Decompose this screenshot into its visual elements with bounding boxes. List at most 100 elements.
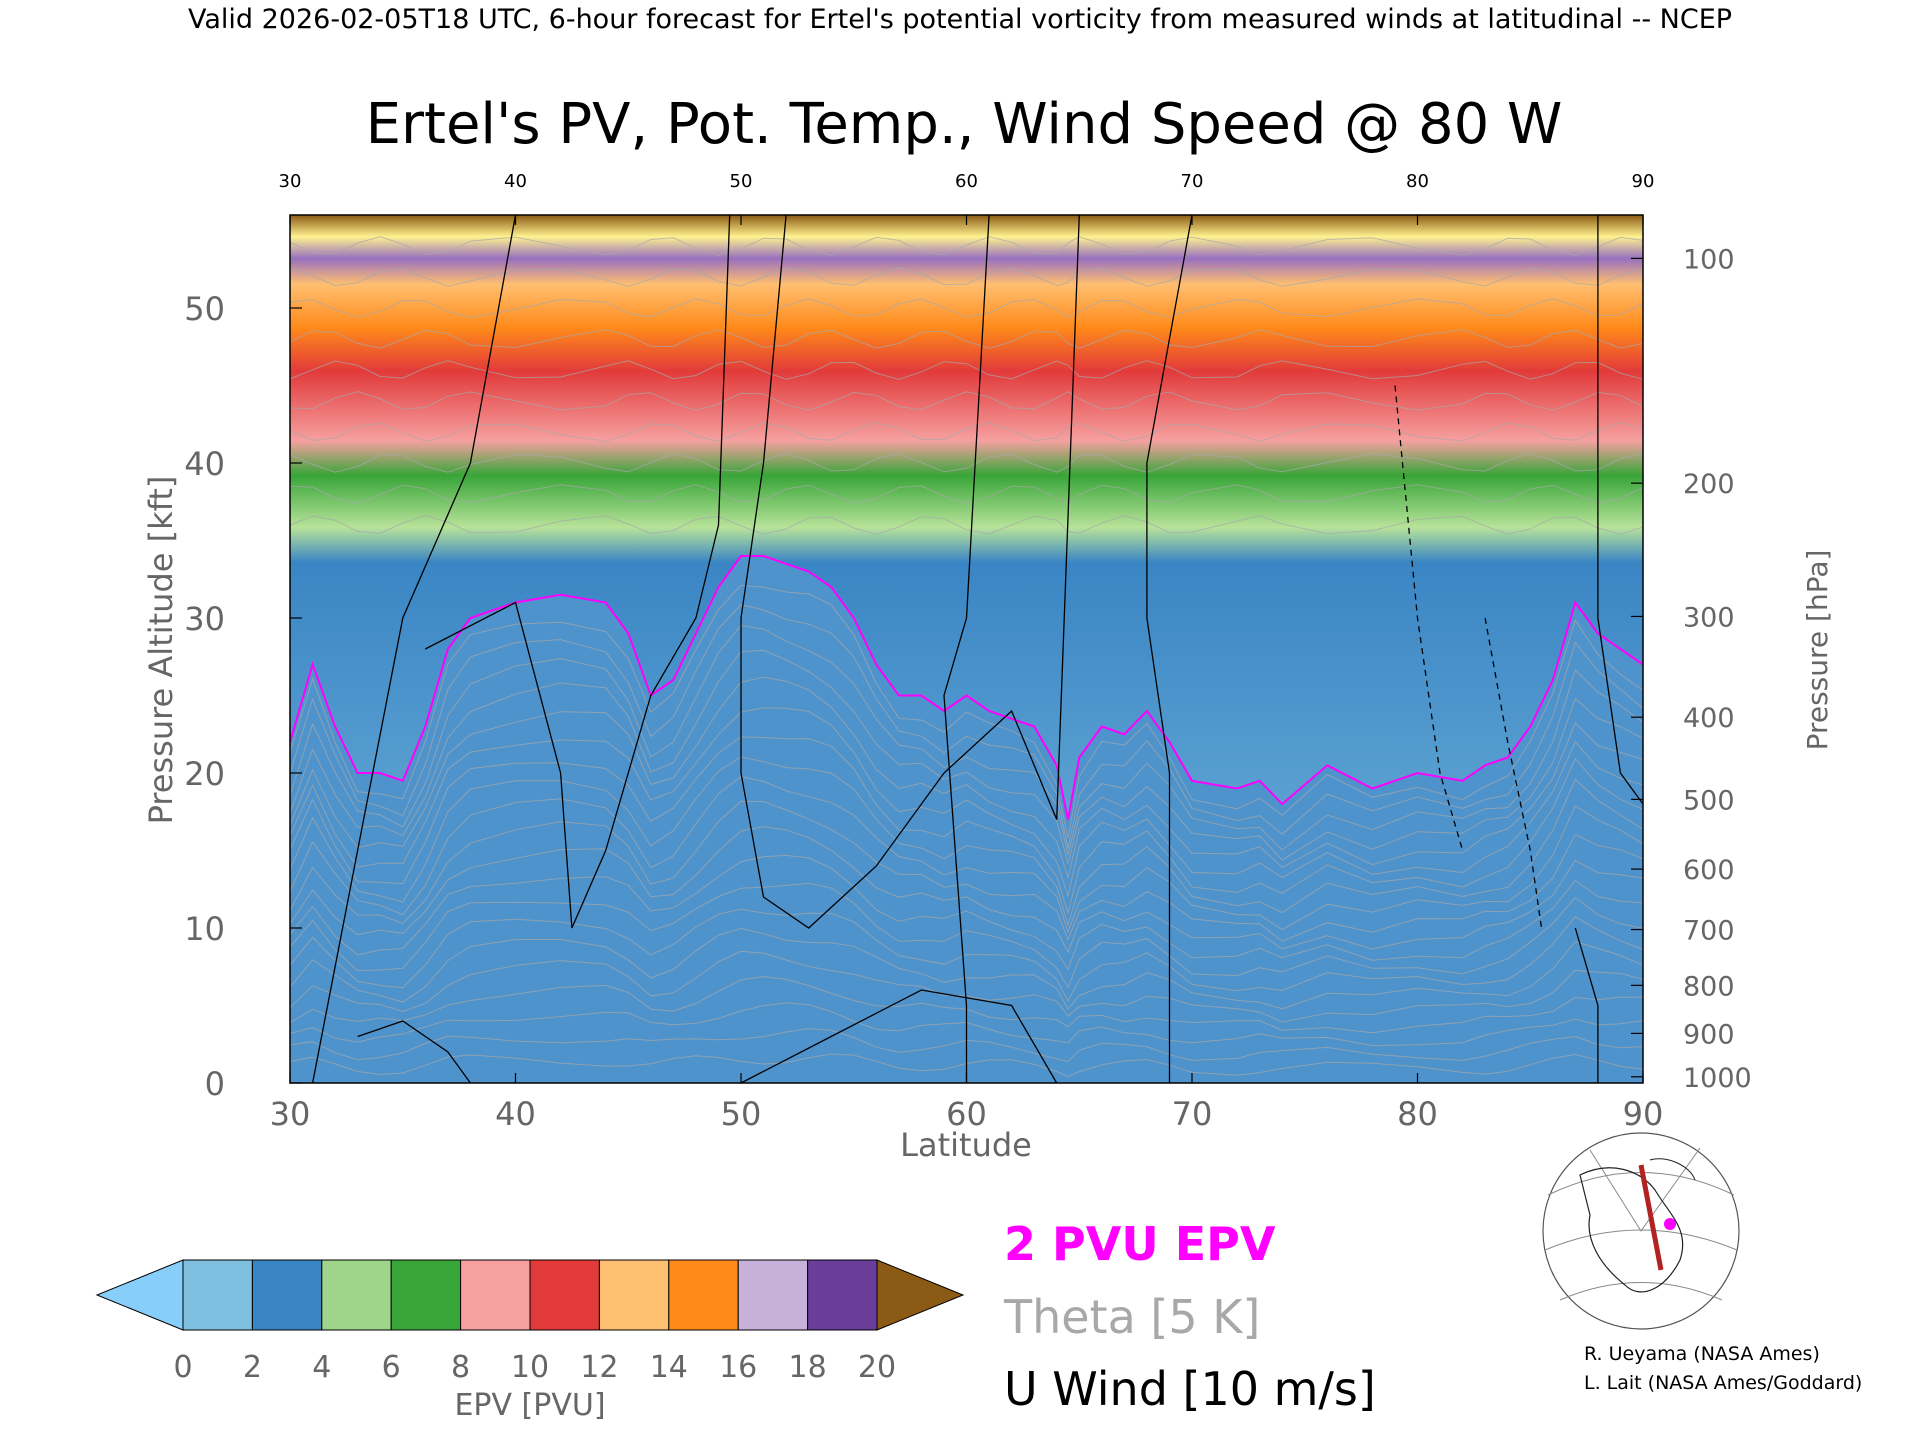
pressure-tick-label: 100 xyxy=(1683,244,1735,275)
x-top-tick-label: 50 xyxy=(730,171,753,192)
theta-contour-line xyxy=(289,826,1644,954)
credit-lait: L. Lait (NASA Ames/Goddard) xyxy=(1584,1372,1862,1394)
pressure-tick-label: 500 xyxy=(1683,785,1735,816)
u-wind-contour-line xyxy=(357,1020,471,1084)
x-tick-label: 70 xyxy=(1172,1095,1213,1133)
x-axis-bottom: 30 40 50 60 70 80 90 xyxy=(270,1073,1664,1133)
colorbar-tick-label: 10 xyxy=(511,1350,549,1385)
theta-contour-line xyxy=(289,604,1644,849)
pressure-tick-label: 400 xyxy=(1683,703,1735,734)
pressure-tick-label: 300 xyxy=(1683,602,1735,633)
theta-contour-line xyxy=(289,422,1644,442)
pressure-tick-label: 200 xyxy=(1683,469,1735,500)
u-wind-contour-line xyxy=(740,214,1080,929)
theta-contour-line xyxy=(289,776,1644,934)
credit-ueyama: R. Ueyama (NASA Ames) xyxy=(1584,1343,1820,1365)
theta-contour-line xyxy=(289,515,1644,535)
pressure-tick-label: 900 xyxy=(1683,1019,1735,1050)
x-tick-label: 60 xyxy=(946,1095,987,1133)
u-wind-contour-line xyxy=(1484,617,1543,929)
y-tick-label: 30 xyxy=(184,600,225,638)
colorbar-tick-label: 2 xyxy=(243,1350,262,1385)
theta-contour-line xyxy=(289,453,1644,473)
x-top-tick-label: 40 xyxy=(504,171,527,192)
theta-contour-line xyxy=(289,360,1644,380)
x-axis-top: 30 40 50 60 70 80 90 xyxy=(279,171,1655,225)
theta-contour-line xyxy=(289,1053,1644,1078)
location-map-inset xyxy=(1542,1132,1740,1330)
colorbar: 0 2 4 6 8 10 12 14 16 18 20 xyxy=(95,1259,965,1385)
theta-contour-line xyxy=(289,298,1644,318)
x-tick-label: 50 xyxy=(721,1095,762,1133)
y-tick-label: 0 xyxy=(205,1065,225,1103)
theta-contour-line xyxy=(289,267,1644,287)
legend-u-wind: U Wind [10 m/s] xyxy=(1004,1362,1376,1416)
2pvu-tropopause-line xyxy=(289,555,1644,820)
colorbar-under-arrow xyxy=(95,1259,184,1331)
pressure-tick-label: 800 xyxy=(1683,971,1735,1002)
y-tick-label: 40 xyxy=(184,445,225,483)
colorbar-segment xyxy=(251,1259,323,1331)
y-axis-left: 0 10 20 30 40 50 xyxy=(184,290,302,1103)
pressure-tick-label: 600 xyxy=(1683,855,1735,886)
x-top-tick-label: 60 xyxy=(955,171,978,192)
x-tick-label: 40 xyxy=(495,1095,536,1133)
colorbar-segment xyxy=(182,1259,253,1331)
colorbar-tick-label: 12 xyxy=(580,1350,618,1385)
x-top-tick-label: 30 xyxy=(279,171,302,192)
u-wind-contour-line xyxy=(1146,214,1193,1083)
theta-contour-line xyxy=(289,676,1644,880)
theta-contour-line xyxy=(289,1002,1644,1047)
theta-contour-line xyxy=(289,707,1644,898)
x-top-tick-label: 80 xyxy=(1406,171,1429,192)
colorbar-over-arrow xyxy=(876,1259,965,1331)
colorbar-segment xyxy=(737,1259,809,1331)
u-wind-contour-line xyxy=(1597,215,1644,805)
x-top-tick-label: 90 xyxy=(1632,171,1655,192)
u-wind-contour-line xyxy=(943,214,990,1083)
header-text: Valid 2026-02-05T18 UTC, 6-hour forecast… xyxy=(188,4,1732,35)
colorbar-tick-label: 6 xyxy=(382,1350,401,1385)
u-wind-contour-line xyxy=(740,989,1058,1084)
theta-contour-line xyxy=(289,649,1644,864)
theta-contour-line xyxy=(289,484,1644,504)
y-axis-label: Pressure Altitude [kft] xyxy=(142,476,180,825)
colorbar-segment xyxy=(668,1259,739,1331)
x-top-tick-label: 70 xyxy=(1181,171,1204,192)
legend-2pvu-epv: 2 PVU EPV xyxy=(1004,1217,1276,1271)
colorbar-segment xyxy=(529,1259,600,1331)
colorbar-tick-label: 4 xyxy=(312,1350,331,1385)
theta-contour-line xyxy=(289,236,1644,256)
colorbar-tick-label: 20 xyxy=(858,1350,896,1385)
y-tick-label: 20 xyxy=(184,755,225,793)
colorbar-segment xyxy=(807,1259,878,1331)
theta-contour-line xyxy=(289,1028,1644,1063)
theta-contour-line xyxy=(289,584,1644,839)
legend-theta: Theta [5 K] xyxy=(1003,1290,1260,1344)
theta-contour-line xyxy=(289,927,1644,1011)
colorbar-segment xyxy=(390,1259,462,1331)
colorbar-segment xyxy=(460,1259,531,1331)
y-tick-label: 10 xyxy=(184,910,225,948)
theta-contour-line xyxy=(289,391,1644,411)
x-tick-label: 90 xyxy=(1623,1095,1664,1133)
colorbar-label: EPV [PVU] xyxy=(454,1388,605,1423)
chart-title: Ertel's PV, Pot. Temp., Wind Speed @ 80 … xyxy=(366,92,1563,157)
theta-contour-line xyxy=(289,976,1644,1034)
colorbar-tick-label: 0 xyxy=(173,1350,192,1385)
theta-contour-line xyxy=(289,882,1644,989)
pressure-tick-label: 700 xyxy=(1683,916,1735,947)
theta-contour-line xyxy=(289,800,1644,942)
pressure-tick-label: 1000 xyxy=(1683,1063,1752,1094)
theta-contour-line xyxy=(289,908,1644,1003)
colorbar-segment xyxy=(598,1259,670,1331)
colorbar-tick-label: 14 xyxy=(650,1350,688,1385)
x-axis-label: Latitude xyxy=(900,1126,1032,1164)
colorbar-tick-label: 8 xyxy=(451,1350,470,1385)
x-tick-label: 30 xyxy=(270,1095,311,1133)
u-wind-contour-line xyxy=(1394,385,1464,851)
theta-contour-line xyxy=(289,736,1644,915)
u-wind-contour-line xyxy=(311,214,517,1084)
theta-contour-line xyxy=(289,854,1644,971)
